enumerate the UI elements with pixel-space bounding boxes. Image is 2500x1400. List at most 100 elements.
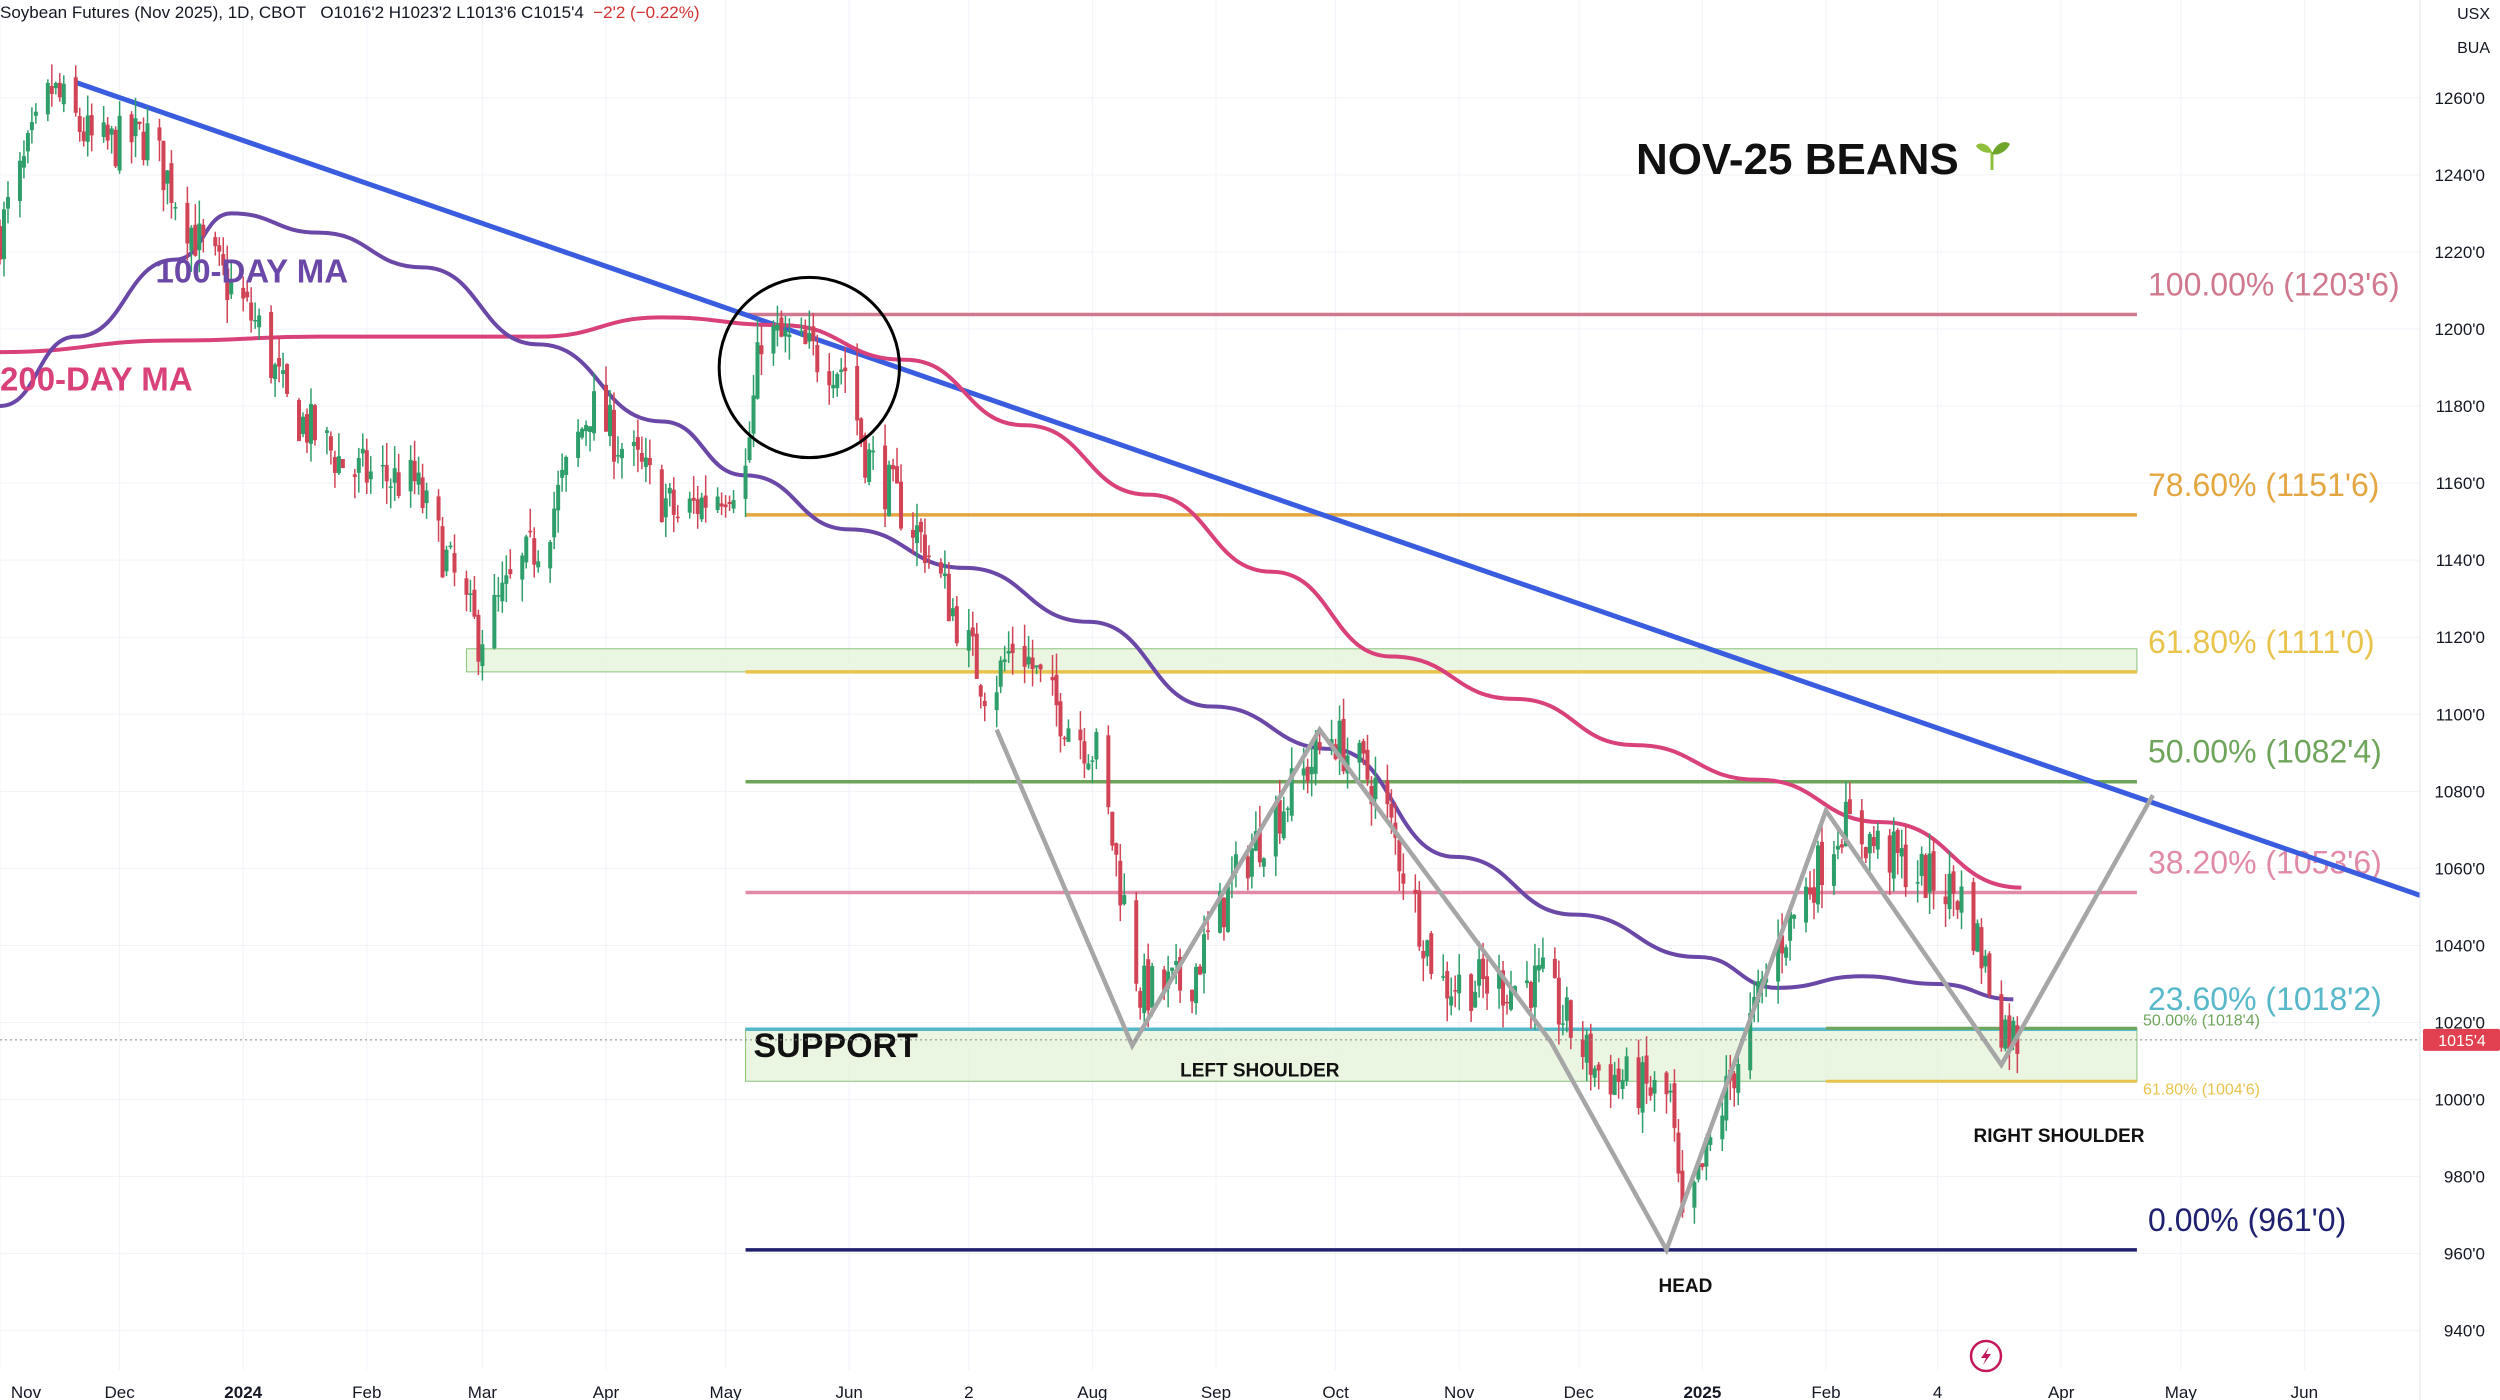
candle-body <box>588 426 593 433</box>
candle-body <box>1812 887 1817 903</box>
x-tick-label: Aug <box>1077 1383 1107 1400</box>
candle-body <box>978 685 983 697</box>
candle-body <box>1401 873 1406 884</box>
candle-body <box>49 86 54 94</box>
candle-body <box>1568 1000 1573 1038</box>
candle-body <box>910 530 915 538</box>
candle-body <box>1289 768 1294 816</box>
candle-body <box>1564 997 1569 1021</box>
y-tick-label: 1040'0 <box>2434 936 2485 955</box>
candle-body <box>480 644 485 666</box>
candle-body <box>922 534 927 564</box>
candle-body <box>942 573 947 577</box>
candle-body <box>368 471 373 480</box>
candle-body <box>1453 990 1458 992</box>
candle-body <box>1166 971 1171 989</box>
candle-body <box>360 448 365 454</box>
ma200-label: 200-DAY MA <box>0 361 193 398</box>
x-tick-label: Dec <box>104 1383 135 1400</box>
candle-body <box>1034 665 1039 668</box>
small-fib-label: 61.80% (1004'6) <box>2143 1081 2260 1098</box>
candle-body <box>607 404 612 437</box>
candle-body <box>807 333 812 342</box>
right-shoulder-label: RIGHT SHOULDER <box>1973 1126 2144 1147</box>
candle-body <box>1146 959 1151 1011</box>
candle-body <box>1668 1090 1673 1093</box>
candle-body <box>412 460 417 482</box>
x-tick-label: May <box>2165 1383 2198 1400</box>
x-tick-label: 2024 <box>224 1383 262 1400</box>
candle-body <box>576 431 581 459</box>
candle-body <box>2003 1019 2008 1049</box>
candle-body <box>1648 1087 1653 1096</box>
x-tick-label: Feb <box>1811 1383 1840 1400</box>
candle-body <box>169 163 174 203</box>
candle-body <box>1477 959 1482 986</box>
unit-label[interactable]: BUA <box>2457 40 2490 57</box>
candle-body <box>1022 645 1027 667</box>
candle-body <box>1676 1132 1681 1174</box>
candle-body <box>1281 811 1286 839</box>
candle-body <box>1277 799 1282 834</box>
candle-body <box>520 555 525 580</box>
candle-body <box>1895 830 1900 853</box>
fib-label: 0.00% (961'0) <box>2148 1202 2346 1238</box>
candle-body <box>592 391 597 434</box>
last-price-tag <box>2423 1028 2500 1051</box>
candle-body <box>1863 847 1868 859</box>
candle-body <box>1612 1074 1617 1095</box>
candle-body <box>440 526 445 578</box>
candle-body <box>424 490 429 504</box>
ma200-line <box>0 315 2022 890</box>
y-tick-label: 1160'0 <box>2436 474 2485 493</box>
candle-body <box>1078 729 1083 741</box>
candle-body <box>225 268 230 301</box>
candle-body <box>1365 749 1370 780</box>
trendline-layer <box>74 80 2421 898</box>
moving-averages <box>0 211 2022 1002</box>
extras: 1015'4 <box>0 1028 2500 1373</box>
candle-body <box>1309 766 1314 775</box>
candle-body <box>161 140 166 191</box>
ma100-label: 100-DAY MA <box>155 253 348 290</box>
candle-body <box>253 320 258 322</box>
candle-body <box>615 455 620 457</box>
candle-body <box>1580 1039 1585 1057</box>
currency-label[interactable]: USX <box>2457 6 2490 23</box>
candle-body <box>1122 895 1127 905</box>
candle-body <box>312 405 317 441</box>
zigzag-layer <box>994 725 2155 1256</box>
annotations: 100-DAY MA 200-DAY MA SUPPORT LEFT SHOULDER… <box>0 135 2145 1297</box>
candle-body <box>1090 760 1095 762</box>
candle-body <box>1198 966 1203 975</box>
candle-body <box>815 345 820 373</box>
fib-label: 100.00% (1203'6) <box>2148 267 2400 303</box>
candle-body <box>1704 1137 1709 1167</box>
candle-body <box>1951 871 1956 894</box>
candle-body <box>1217 891 1222 933</box>
candle-body <box>1285 808 1290 810</box>
candle-body <box>703 495 708 508</box>
candle-body <box>1202 934 1207 974</box>
candle-body <box>1536 964 1541 971</box>
candle-body <box>1696 1164 1701 1180</box>
candle-body <box>891 465 896 470</box>
candle-body <box>1429 933 1434 974</box>
candle-body <box>982 700 987 707</box>
candle-body <box>536 561 541 568</box>
candle-body <box>691 497 696 501</box>
candle-body <box>241 287 246 299</box>
candle-body <box>2007 1015 2012 1049</box>
candle-body <box>1501 970 1506 1006</box>
candle-body <box>671 489 676 515</box>
last-price-label: 1015'4 <box>2438 1033 2486 1050</box>
candle-body <box>1867 833 1872 854</box>
candle-body <box>974 633 979 679</box>
candle-body <box>643 457 648 467</box>
candle-body <box>811 326 816 342</box>
candle-body <box>994 692 999 711</box>
candle-body <box>1357 742 1362 763</box>
x-tick-label: Apr <box>2048 1383 2075 1400</box>
candle-body <box>1449 996 1454 1006</box>
